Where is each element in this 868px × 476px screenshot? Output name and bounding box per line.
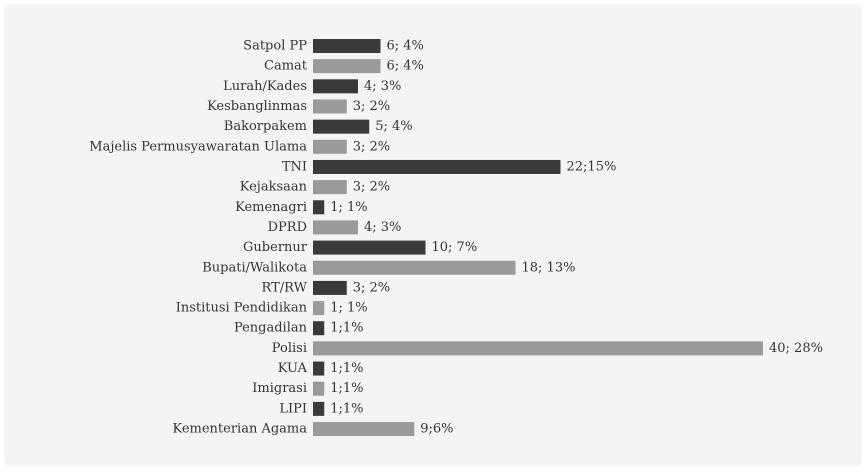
category-label: Camat: [264, 59, 308, 74]
category-label: Polisi: [272, 341, 307, 356]
bar: [313, 39, 381, 53]
panel: [4, 4, 862, 466]
category-label: LIPI: [279, 401, 307, 416]
value-label: 1;1%: [330, 381, 363, 396]
bar: [313, 341, 763, 356]
value-label: 22;15%: [567, 159, 617, 174]
value-label: 3; 2%: [353, 180, 390, 195]
value-label: 1; 1%: [330, 200, 367, 215]
category-label: TNI: [282, 159, 307, 174]
bar: [313, 321, 325, 336]
value-label: 18; 13%: [522, 260, 576, 275]
category-label: Gubernur: [243, 240, 308, 255]
category-label: Lurah/Kades: [223, 79, 307, 94]
category-label: Kemenagri: [235, 200, 307, 215]
bar: [313, 220, 358, 235]
bar: [313, 139, 347, 154]
category-label: Kementerian Agama: [172, 422, 307, 437]
bar: [313, 200, 325, 215]
category-label: Pengadilan: [234, 321, 308, 336]
bar: [313, 301, 325, 316]
bar: [313, 381, 325, 396]
value-label: 10; 7%: [432, 240, 478, 255]
category-label: Satpol PP: [243, 39, 307, 54]
bar: [313, 59, 381, 74]
category-label: Imigrasi: [252, 381, 307, 396]
value-label: 6; 4%: [387, 59, 424, 74]
bar: [313, 401, 325, 416]
bar: [313, 159, 561, 174]
bar: [313, 361, 325, 376]
value-label: 4; 3%: [364, 79, 401, 94]
category-label: Institusi Pendidikan: [176, 301, 308, 316]
category-label: DPRD: [268, 220, 307, 235]
bar: [313, 280, 347, 295]
bar: [313, 422, 415, 437]
category-label: Kesbanglinmas: [207, 99, 307, 114]
category-label: KUA: [278, 361, 308, 376]
bar: [313, 240, 426, 255]
bar: [313, 180, 347, 195]
bar: [313, 79, 358, 94]
category-label: Kejaksaan: [240, 180, 308, 195]
category-label: Bupati/Walikota: [202, 260, 307, 275]
value-label: 4; 3%: [364, 220, 401, 235]
value-label: 3; 2%: [353, 99, 390, 114]
bar: [313, 260, 516, 275]
category-label: Bakorpakem: [224, 119, 307, 134]
value-label: 40; 28%: [769, 341, 823, 356]
value-label: 3; 2%: [353, 280, 390, 295]
category-label: RT/RW: [262, 280, 308, 295]
value-label: 9;6%: [420, 422, 453, 437]
value-label: 3; 2%: [353, 139, 390, 154]
value-label: 1;1%: [330, 361, 363, 376]
value-label: 6; 4%: [387, 39, 424, 54]
value-label: 1; 1%: [330, 301, 367, 316]
bar: [313, 119, 370, 134]
value-label: 5; 4%: [375, 119, 412, 134]
category-label: Majelis Permusyawaratan Ulama: [89, 139, 307, 154]
bar: [313, 99, 347, 114]
value-label: 1;1%: [330, 401, 363, 416]
value-label: 1;1%: [330, 321, 363, 336]
